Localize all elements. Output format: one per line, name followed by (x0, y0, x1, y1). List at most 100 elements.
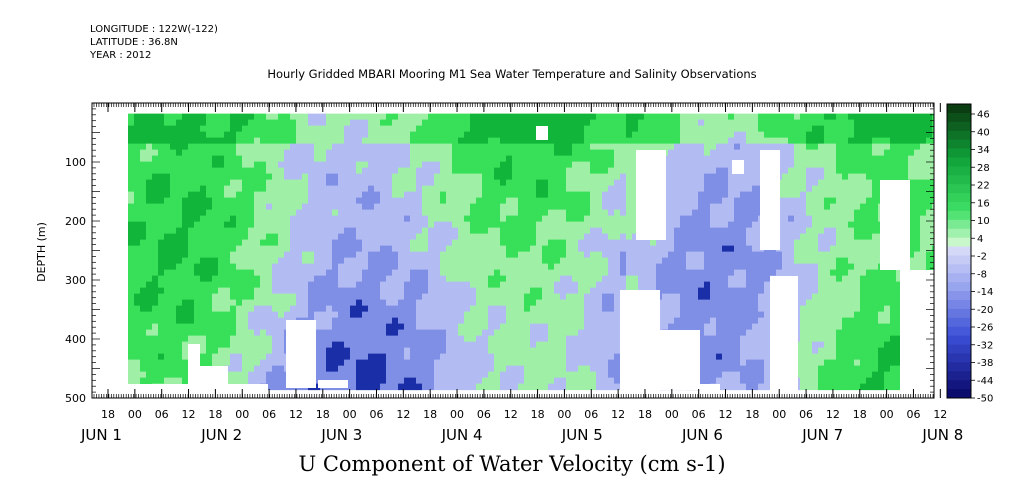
heatmap-cell (170, 197, 177, 205)
heatmap-cell (578, 269, 585, 277)
heatmap-cell (290, 155, 297, 163)
heatmap-cell (254, 137, 261, 145)
heatmap-cell (404, 377, 411, 385)
heatmap-cell (158, 275, 165, 283)
heatmap-cell (632, 197, 639, 205)
heatmap-cell (428, 221, 435, 229)
heatmap-cell (314, 215, 321, 223)
heatmap-cell (152, 125, 159, 133)
heatmap-cell (602, 131, 609, 139)
heatmap-cell (392, 143, 399, 151)
heatmap-cell (350, 125, 357, 133)
heatmap-cell (554, 125, 561, 133)
heatmap-cell (482, 311, 489, 319)
heatmap-cell (752, 215, 759, 223)
heatmap-cell (524, 275, 531, 283)
heatmap-cell (164, 329, 171, 337)
heatmap-cell (242, 143, 249, 151)
heatmap-cell (452, 119, 459, 127)
heatmap-cell (506, 251, 513, 259)
heatmap-cell (560, 155, 567, 163)
heatmap-cell (410, 287, 417, 295)
heatmap-cell (206, 233, 213, 241)
heatmap-cell (740, 143, 747, 151)
heatmap-cell (698, 215, 705, 223)
heatmap-cell (716, 119, 723, 127)
heatmap-cell (680, 257, 687, 265)
heatmap-cell (548, 377, 555, 385)
heatmap-cell (524, 287, 531, 295)
heatmap-cell (422, 257, 429, 265)
heatmap-cell (146, 323, 153, 331)
heatmap-cell (524, 233, 531, 241)
heatmap-cell (554, 335, 561, 343)
heatmap-cell (668, 173, 675, 181)
heatmap-cell (128, 227, 135, 235)
heatmap-cell (746, 155, 753, 163)
heatmap-cell (206, 125, 213, 133)
heatmap-cell (314, 173, 321, 181)
heatmap-cell (590, 209, 597, 217)
heatmap-cell (188, 221, 195, 229)
heatmap-cell (494, 227, 501, 235)
heatmap-cell (440, 371, 447, 379)
heatmap-cell (398, 299, 405, 307)
heatmap-cell (470, 251, 477, 259)
heatmap-cell (356, 209, 363, 217)
heatmap-cell (308, 137, 315, 145)
heatmap-cell (518, 305, 525, 313)
heatmap-cell (260, 227, 267, 235)
heatmap-cell (128, 377, 135, 385)
heatmap-cell (476, 287, 483, 295)
heatmap-cell (590, 371, 597, 379)
heatmap-cell (746, 245, 753, 253)
heatmap-cell (260, 185, 267, 193)
heatmap-cell (662, 293, 669, 301)
heatmap-cell (236, 317, 243, 325)
heatmap-cell (386, 173, 393, 181)
heatmap-cell (422, 179, 429, 187)
heatmap-cell (470, 143, 477, 151)
heatmap-cell (452, 365, 459, 373)
heatmap-cell (146, 353, 153, 361)
heatmap-cell (140, 239, 147, 247)
heatmap-cell (548, 275, 555, 283)
heatmap-cell (158, 149, 165, 157)
heatmap-cell (542, 377, 549, 385)
heatmap-cell (314, 197, 321, 205)
heatmap-cell (548, 239, 555, 247)
heatmap-cell (524, 161, 531, 169)
heatmap-cell (194, 113, 201, 121)
heatmap-cell (428, 311, 435, 319)
heatmap-cell (212, 269, 219, 277)
heatmap-cell (524, 167, 531, 175)
heatmap-cell (470, 215, 477, 223)
heatmap-cell (560, 131, 567, 139)
heatmap-cell (332, 275, 339, 283)
heatmap-cell (314, 317, 321, 325)
heatmap-cell (188, 161, 195, 169)
heatmap-cell (668, 245, 675, 253)
heatmap-cell (356, 131, 363, 139)
heatmap-cell (428, 323, 435, 331)
heatmap-cell (512, 197, 519, 205)
heatmap-cell (704, 329, 711, 337)
heatmap-cell (572, 131, 579, 139)
heatmap-cell (680, 113, 687, 121)
heatmap-cell (440, 155, 447, 163)
heatmap-cell (428, 293, 435, 301)
heatmap-cell (230, 131, 237, 139)
heatmap-cell (626, 275, 633, 283)
heatmap-cell (728, 185, 735, 193)
heatmap-cell (734, 347, 741, 355)
heatmap-cell (266, 311, 273, 319)
heatmap-cell (740, 263, 747, 271)
heatmap-cell (158, 179, 165, 187)
heatmap-cell (146, 269, 153, 277)
heatmap-cell (380, 317, 387, 325)
heatmap-cell (602, 119, 609, 127)
heatmap-cell (476, 137, 483, 145)
heatmap-cell (752, 245, 759, 253)
heatmap-cell (176, 251, 183, 259)
heatmap-cell (428, 227, 435, 235)
